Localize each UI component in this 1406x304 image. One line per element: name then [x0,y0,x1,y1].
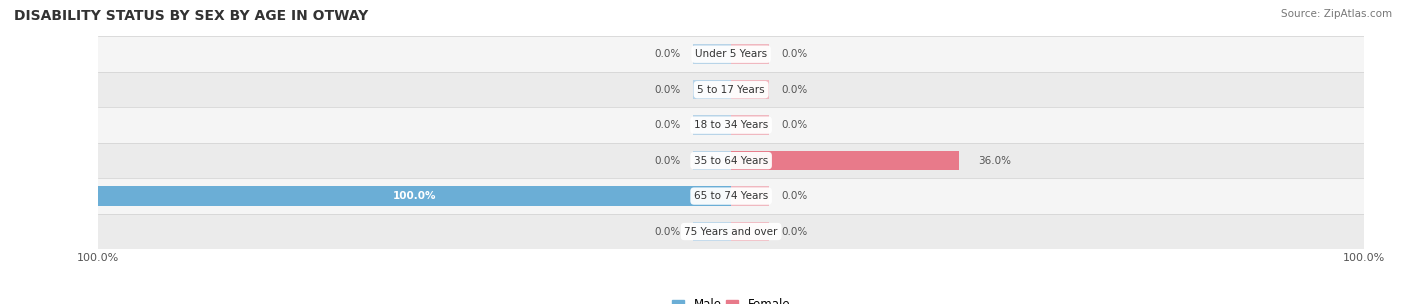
Text: 75 Years and over: 75 Years and over [685,226,778,237]
Text: 0.0%: 0.0% [782,191,808,201]
Text: 0.0%: 0.0% [654,120,681,130]
Bar [693,80,731,99]
Text: DISABILITY STATUS BY SEX BY AGE IN OTWAY: DISABILITY STATUS BY SEX BY AGE IN OTWAY [14,9,368,23]
Bar [98,36,1364,72]
Bar [98,107,1364,143]
Bar [731,222,769,241]
Text: 35 to 64 Years: 35 to 64 Years [695,156,768,166]
Bar [693,186,731,206]
Text: 0.0%: 0.0% [782,120,808,130]
Text: 65 to 74 Years: 65 to 74 Years [695,191,768,201]
Bar [731,116,769,135]
Text: 100.0%: 100.0% [394,191,436,201]
Bar [98,186,731,206]
Bar [98,214,1364,249]
Text: 18 to 34 Years: 18 to 34 Years [695,120,768,130]
Bar [731,80,769,99]
Bar [693,222,731,241]
Text: 0.0%: 0.0% [654,49,681,59]
Text: 0.0%: 0.0% [782,226,808,237]
Text: Source: ZipAtlas.com: Source: ZipAtlas.com [1281,9,1392,19]
Bar [731,151,959,170]
Bar [731,151,769,170]
Bar [98,143,1364,178]
Bar [98,178,1364,214]
Text: 5 to 17 Years: 5 to 17 Years [697,85,765,95]
Text: 36.0%: 36.0% [977,156,1011,166]
Text: 0.0%: 0.0% [782,49,808,59]
Text: 0.0%: 0.0% [654,156,681,166]
Text: 0.0%: 0.0% [654,85,681,95]
Bar [731,186,769,206]
Text: 0.0%: 0.0% [654,226,681,237]
Legend: Male, Female: Male, Female [672,299,790,304]
Text: 0.0%: 0.0% [782,85,808,95]
Bar [98,72,1364,107]
Bar [693,151,731,170]
Text: Under 5 Years: Under 5 Years [695,49,768,59]
Bar [693,44,731,64]
Bar [731,44,769,64]
Bar [693,116,731,135]
